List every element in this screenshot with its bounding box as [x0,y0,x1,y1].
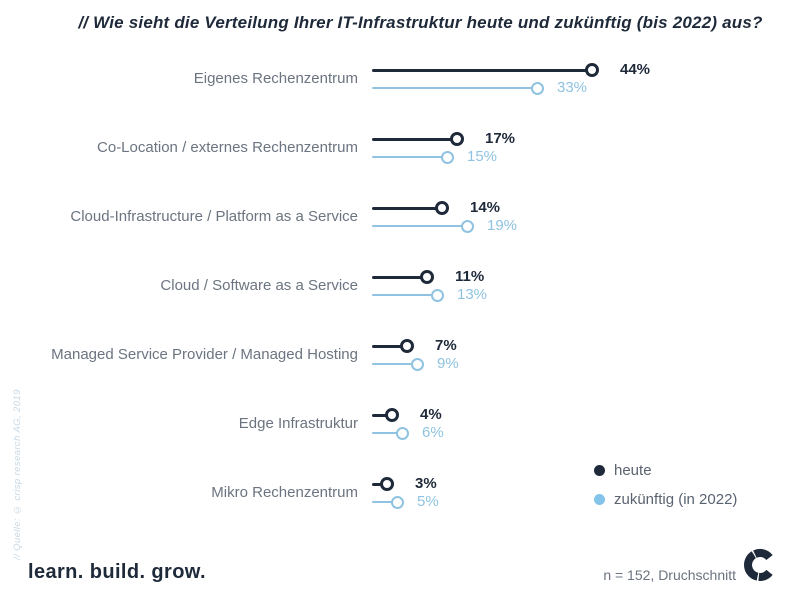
heute-value-label: 44% [620,61,651,78]
sample-size-note: n = 152, Druchschnitt [603,567,736,583]
category-label: Co-Location / externes Rechenzentrum [97,139,358,156]
zukuenftig-line [372,500,397,504]
heute-marker-icon [585,63,599,77]
category-label: Edge Infrastruktur [238,415,358,432]
zukuenftig-marker-icon [460,219,474,233]
zukuenftig-marker-icon [530,81,544,95]
heute-line [372,344,407,348]
chart-legend: heute zukünftig (in 2022) [594,461,737,519]
footer-tagline: learn. build. grow. [28,561,206,583]
heute-line [372,137,457,141]
crisp-research-logo-icon [744,548,773,581]
legend-label: heute [614,461,652,479]
heute-line [372,275,427,279]
heute-value-label: 3% [415,475,437,492]
zukuenftig-line [372,362,417,366]
heute-marker-icon [435,201,449,215]
heute-value-label: 17% [485,130,516,147]
heute-line [372,482,387,486]
heute-marker-icon [420,270,434,284]
heute-line [372,413,392,417]
zukuenftig-marker-icon [410,357,424,371]
source-note: // Quelle: © crisp research AG, 2019 [12,389,23,560]
zukuenftig-line [372,431,402,435]
category-label: Cloud / Software as a Service [160,277,358,294]
zukuenftig-line [372,86,537,90]
zukuenftig-line [372,293,437,297]
lollipop-chart: Eigenes Rechenzentrum 44% 33% Co-Location /… [51,61,651,510]
zukuenftig-value-label: 9% [437,355,459,372]
zukuenftig-value-label: 15% [467,148,498,165]
heute-line [372,206,442,210]
heute-marker-icon [450,132,464,146]
heute-marker-icon [380,477,394,491]
heute-value-label: 7% [435,337,457,354]
category-label: Mikro Rechenzentrum [211,484,358,501]
heute-value-label: 14% [470,199,501,216]
zukuenftig-value-label: 5% [417,493,439,510]
legend-label: zukünftig (in 2022) [614,490,738,508]
category-label: Managed Service Provider / Managed Hosti… [51,346,358,363]
zukuenftig-marker-icon [440,150,454,164]
zukuenftig-marker-icon [430,288,444,302]
zukuenftig-value-label: 13% [457,286,488,303]
heute-dot-icon [594,464,605,476]
zukuenftig-marker-icon [390,495,404,509]
heute-line [372,68,592,72]
zukuenftig-marker-icon [395,426,409,440]
heute-value-label: 11% [455,268,485,285]
zukuenftig-value-label: 33% [557,79,588,96]
category-label: Cloud-Infrastructure / Platform as a Ser… [70,208,358,225]
zukuenftig-dot-icon [594,493,605,505]
heute-marker-icon [385,408,399,422]
heute-value-label: 4% [420,406,442,423]
legend-item-zukuenftig: zukünftig (in 2022) [594,490,737,508]
heute-marker-icon [400,339,414,353]
legend-item-heute: heute [594,461,737,479]
category-label: Eigenes Rechenzentrum [193,70,358,87]
zukuenftig-value-label: 19% [487,217,518,234]
zukuenftig-value-label: 6% [422,424,444,441]
zukuenftig-line [372,224,467,228]
chart-title: // Wie sieht die Verteilung Ihrer IT-Inf… [78,13,763,32]
zukuenftig-line [372,155,447,159]
